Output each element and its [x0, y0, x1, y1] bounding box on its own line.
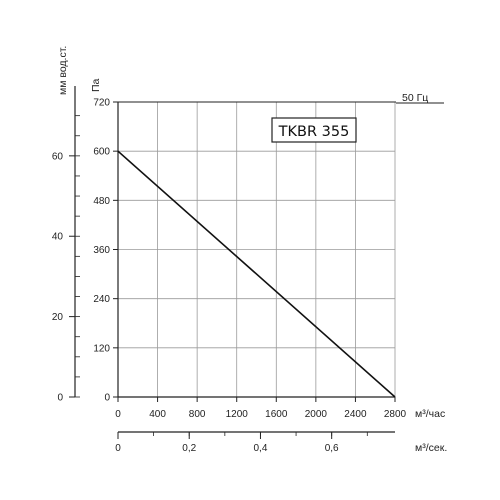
x2-tick-label: 0,6 — [325, 443, 339, 454]
y2-tick-label: 20 — [52, 312, 64, 323]
axes: 0 400 800 1200 1600 2000 2400 28000120240360480… — [52, 86, 407, 454]
x-axis-title: м³/час — [415, 408, 445, 420]
x-tick-label: 800 — [189, 409, 206, 420]
y2-tick-label: 0 — [57, 393, 63, 404]
model-label-border — [271, 117, 357, 143]
x-tick-label: 2000 — [305, 409, 328, 420]
y-tick-label: 480 — [93, 196, 110, 207]
x-tick-label: 1600 — [265, 409, 288, 420]
y-tick-label: 360 — [93, 245, 110, 256]
x2-axis-title: м³/сек. — [415, 442, 447, 454]
series — [117, 150, 396, 398]
x-tick-label: 1200 — [226, 409, 249, 420]
y-tick-label: 120 — [93, 343, 110, 354]
y2-axis-title: мм вод.ст. — [57, 46, 69, 95]
performance-curve — [117, 150, 396, 398]
x-tick-label: 400 — [149, 409, 166, 420]
y-tick-label: 720 — [93, 98, 110, 109]
y2-tick-label: 60 — [52, 151, 64, 162]
x-tick-label: 0 — [115, 409, 121, 420]
x-tick-label: 2800 — [384, 409, 407, 420]
y-tick-label: 600 — [93, 147, 110, 158]
x2-tick-label: 0 — [115, 443, 121, 454]
x-tick-label: 2400 — [344, 409, 367, 420]
model-label: TKBR 355 — [278, 124, 350, 140]
y-tick-label: 0 — [104, 393, 110, 404]
y2-tick-label: 40 — [52, 232, 64, 243]
model-label-box: TKBR 355 — [271, 117, 357, 143]
x2-tick-label: 0,2 — [182, 443, 196, 454]
grid — [117, 101, 396, 398]
x2-tick-label: 0,4 — [253, 443, 267, 454]
y-axis-title: Па — [90, 78, 102, 92]
frequency-label-group: 50 Гц — [396, 92, 444, 104]
frequency-label: 50 Гц — [402, 92, 428, 104]
y-tick-label: 240 — [93, 294, 110, 305]
